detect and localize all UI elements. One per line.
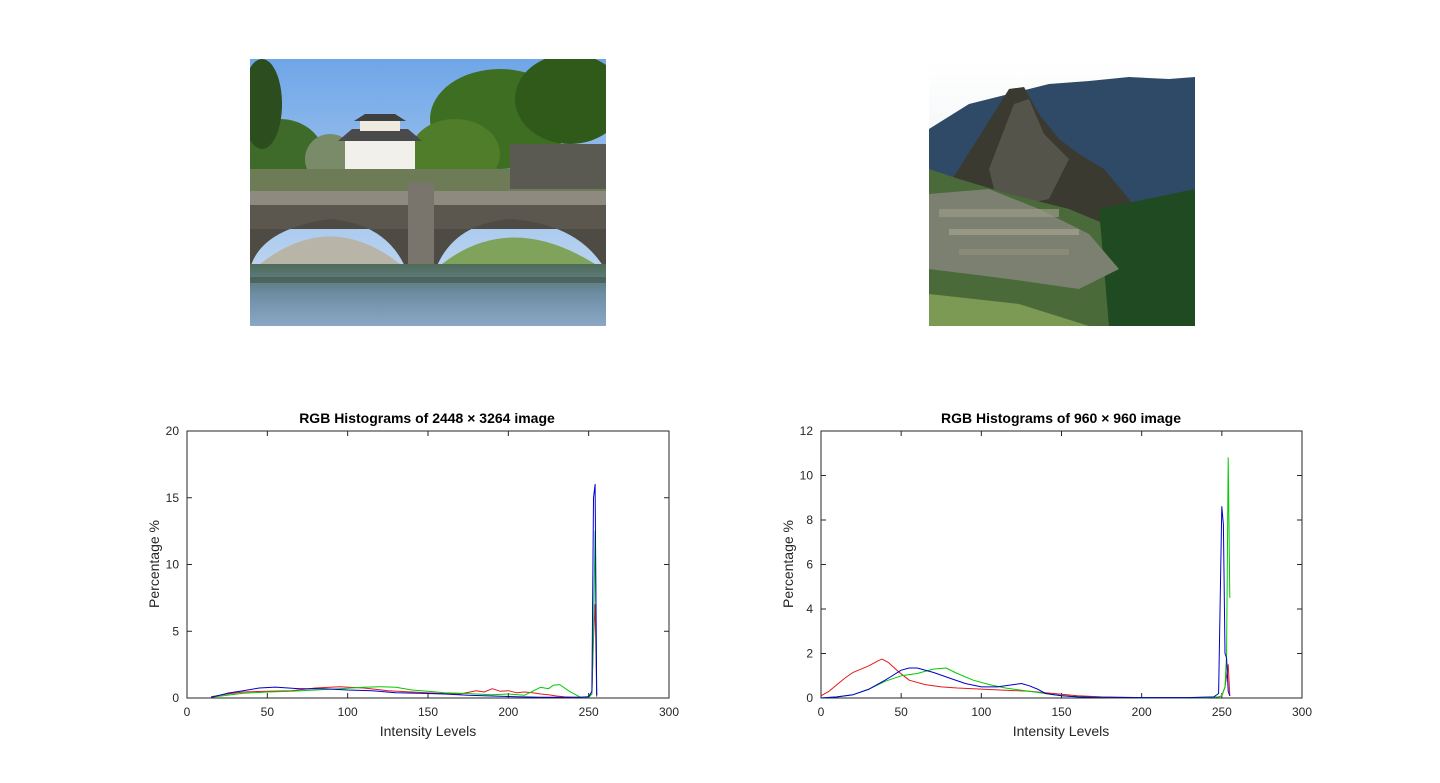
- plot-area: [186, 430, 670, 699]
- series-group: [210, 483, 598, 698]
- mountain-ruins-photo: [929, 59, 1195, 326]
- y-tick-label: 20: [166, 424, 180, 438]
- series-group: [820, 457, 1231, 699]
- axis-ticks: 0 50 100 150 200 250 300 0 5 10 15 20: [166, 424, 680, 719]
- x-tick-label: 150: [418, 705, 438, 719]
- x-tick-label: 300: [1292, 705, 1312, 719]
- x-tick-label: 300: [659, 705, 679, 719]
- histogram-chart-2: RGB Histograms of 960 × 960 image 0 50 100…: [780, 410, 1312, 739]
- chart-title: RGB Histograms of 2448 × 3264 image: [299, 410, 555, 426]
- x-tick-label: 250: [1212, 705, 1232, 719]
- y-tick-label: 8: [806, 513, 813, 527]
- y-axis-label: Percentage %: [780, 520, 796, 608]
- series-line-green: [820, 457, 1231, 699]
- plot-area: [820, 430, 1303, 699]
- bridge-castle-illustration: [250, 59, 606, 326]
- y-tick-label: 10: [800, 469, 814, 483]
- x-tick-label: 50: [261, 705, 275, 719]
- bridge-castle-photo: [250, 59, 606, 326]
- series-line-blue: [210, 483, 598, 698]
- y-tick-label: 10: [166, 558, 180, 572]
- mountain-ruins-illustration: [929, 59, 1195, 326]
- y-axis-label: Percentage %: [146, 520, 162, 608]
- x-tick-label: 50: [894, 705, 908, 719]
- y-tick-label: 6: [806, 558, 813, 572]
- x-tick-label: 200: [1132, 705, 1152, 719]
- axis-ticks: 0 50 100 150 200 250 300 0 2 4 6 8 10 12: [800, 424, 1313, 719]
- y-tick-label: 4: [806, 602, 813, 616]
- x-tick-label: 100: [338, 705, 358, 719]
- y-tick-label: 15: [166, 491, 180, 505]
- x-tick-label: 250: [579, 705, 599, 719]
- chart-title: RGB Histograms of 960 × 960 image: [941, 410, 1181, 426]
- y-tick-label: 2: [806, 647, 813, 661]
- x-tick-label: 0: [818, 705, 825, 719]
- y-tick-label: 12: [800, 424, 814, 438]
- series-line-blue: [820, 506, 1231, 699]
- histogram-chart-1: RGB Histograms of 2448 × 3264 image 0 50 1…: [146, 410, 679, 739]
- x-axis-label: Intensity Levels: [380, 723, 477, 739]
- x-tick-label: 150: [1051, 705, 1071, 719]
- x-tick-label: 200: [498, 705, 518, 719]
- y-tick-label: 5: [172, 624, 179, 638]
- y-tick-label: 0: [806, 691, 813, 705]
- x-tick-label: 0: [184, 705, 191, 719]
- y-tick-label: 0: [172, 691, 179, 705]
- x-axis-label: Intensity Levels: [1013, 723, 1110, 739]
- x-tick-label: 100: [971, 705, 991, 719]
